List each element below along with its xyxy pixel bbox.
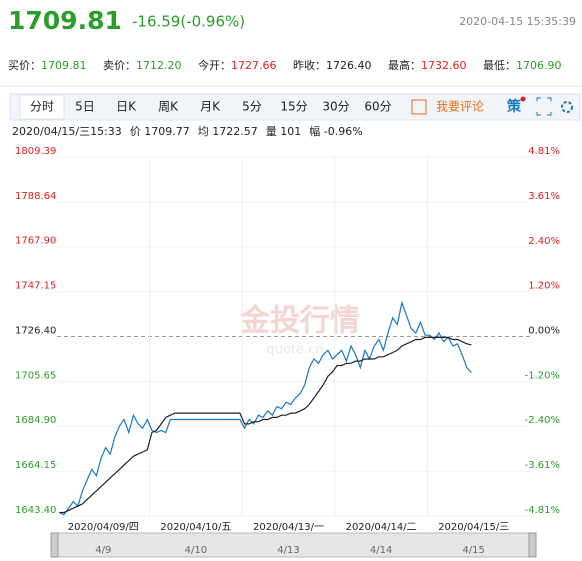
quote-value: 1726.40 (326, 59, 372, 72)
quote-label: 昨收： (293, 58, 326, 72)
y2-tick-label: 1.20% (528, 281, 560, 292)
tab[interactable]: 月K (200, 100, 221, 114)
quote-value: 1712.20 (136, 59, 182, 72)
tab-bar (9, 93, 581, 121)
y-tick-label: 1705.65 (15, 370, 56, 381)
y2-tick-label: -1.20% (525, 370, 560, 381)
navigator-label[interactable]: 4/9 (95, 545, 111, 556)
navigator[interactable] (56, 532, 531, 558)
y2-tick-label: -2.40% (525, 415, 560, 426)
y2-tick-label: 3.61% (528, 191, 560, 202)
navigator-label[interactable]: 4/13 (277, 545, 299, 556)
quote-label: 买价： (8, 59, 41, 72)
quote-label: 最低： (483, 59, 516, 72)
quote-label: 卖价： (103, 59, 136, 72)
info-item: 均 1722.57 (198, 125, 258, 138)
tab[interactable]: 日K (116, 100, 137, 114)
navigator-handle[interactable] (50, 532, 59, 558)
timestamp: 2020-04-15 15:35:39 (459, 15, 576, 28)
tab-active-bg (19, 94, 65, 120)
quote-value: 1727.66 (231, 59, 277, 72)
watermark-url: quote.cn (266, 343, 323, 358)
x-tick-label: 2020/04/15/三 (438, 522, 509, 533)
quote-value: 1706.90 (516, 59, 562, 72)
comment-button[interactable]: 我要评论 (436, 100, 484, 114)
quote-value: 1709.81 (41, 59, 87, 72)
tab[interactable]: 分时 (30, 100, 54, 114)
strategy-button[interactable]: 策 (506, 98, 522, 115)
info-item: 幅 -0.96% (309, 125, 362, 138)
x-tick-label: 2020/04/13/一 (253, 522, 324, 533)
x-tick-label: 2020/04/14/二 (346, 522, 417, 533)
settings-button[interactable] (561, 101, 573, 113)
navigator-label[interactable]: 4/14 (370, 545, 392, 556)
y2-tick-label: -4.81% (525, 505, 560, 516)
y-tick-label: 1664.15 (15, 460, 56, 471)
tab[interactable]: 15分 (280, 100, 307, 114)
tab[interactable]: 5日 (75, 100, 95, 114)
y-tick-label: 1684.90 (15, 415, 56, 426)
navigator-handle[interactable] (528, 532, 537, 558)
fullscreen-button[interactable] (536, 97, 552, 116)
quote-label: 最高： (388, 58, 421, 72)
info-item: 价 1709.77 (130, 125, 190, 138)
y-tick-label: 1643.40 (15, 505, 56, 516)
quote-value: 1732.60 (421, 59, 467, 72)
y2-tick-label: 2.40% (528, 236, 560, 247)
y2-tick-label: -3.61% (525, 460, 560, 471)
info-item: 2020/04/15/三15:33 (12, 125, 122, 138)
y-tick-label: 1767.90 (15, 236, 56, 247)
price-line (59, 336, 472, 514)
y2-tick-label: 0.00% (528, 326, 560, 337)
comment-icon (411, 99, 427, 115)
tab[interactable]: 5分 (242, 100, 262, 114)
info-item: 量 101 (266, 125, 302, 138)
tab[interactable]: 30分 (322, 100, 349, 114)
y2-tick-label: 4.81% (528, 146, 560, 157)
y-tick-label: 1726.40 (15, 325, 56, 336)
navigator-label[interactable]: 4/10 (185, 545, 207, 556)
price-line (59, 300, 472, 516)
change: -16.59(-0.96%) (132, 13, 245, 31)
y-tick-label: 1809.39 (15, 146, 56, 157)
price: 1709.81 (8, 6, 122, 35)
tab[interactable]: 60分 (364, 100, 391, 114)
badge (520, 96, 526, 102)
x-tick-label: 2020/04/09/四 (68, 522, 139, 533)
quote-label: 今开： (198, 58, 231, 72)
y-tick-label: 1788.64 (15, 191, 56, 202)
watermark: 金投行情 (239, 304, 360, 339)
y-tick-label: 1747.15 (15, 281, 56, 292)
x-tick-label: 2020/04/10/五 (160, 522, 231, 533)
navigator-label[interactable]: 4/15 (462, 545, 484, 556)
tab[interactable]: 周K (158, 100, 179, 114)
